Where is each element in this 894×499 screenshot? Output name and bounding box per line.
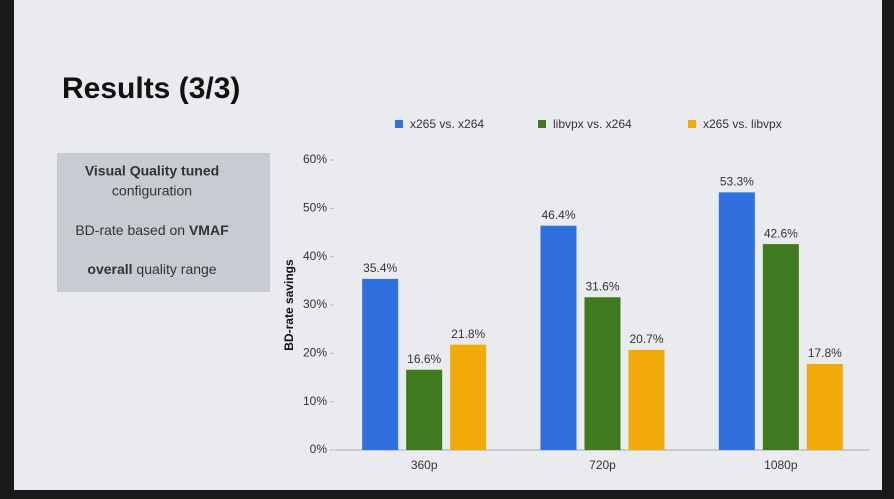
sidebar-text: Visual Quality tuned <box>85 163 219 179</box>
bar <box>406 369 443 450</box>
value-label: 35.4% <box>363 261 397 275</box>
value-label: 31.6% <box>585 279 619 293</box>
y-axis-label: BD-rate savings <box>282 259 296 351</box>
value-label: 17.8% <box>808 346 842 360</box>
value-label: 53.3% <box>720 175 754 189</box>
legend-swatch <box>538 120 546 128</box>
value-label: 20.7% <box>629 332 663 346</box>
slide-title: Results (3/3) <box>62 72 240 105</box>
bar <box>584 297 621 450</box>
y-tick-label: 30% <box>303 297 327 311</box>
legend-swatch <box>395 120 403 128</box>
bar <box>718 192 755 450</box>
bar <box>540 225 577 450</box>
sidebar-text: configuration <box>112 183 192 199</box>
y-tick-label: 10% <box>303 394 327 408</box>
sidebar-text-part: overall <box>87 261 136 277</box>
value-label: 16.6% <box>407 352 441 366</box>
y-tick-label: 50% <box>303 201 327 215</box>
bar <box>362 278 399 450</box>
bar <box>762 244 799 450</box>
legend-label: x265 vs. libvpx <box>703 117 782 131</box>
sidebar-text-part: VMAF <box>189 222 229 238</box>
y-tick-label: 20% <box>303 346 327 360</box>
x-tick-label: 720p <box>589 458 616 472</box>
sidebar-text-part: quality range <box>136 261 216 277</box>
sidebar-box <box>57 153 270 292</box>
value-label: 42.6% <box>764 226 798 240</box>
legend-label: x265 vs. x264 <box>410 117 484 131</box>
y-tick-label: 0% <box>310 442 328 456</box>
bar <box>628 349 665 450</box>
x-tick-label: 1080p <box>764 458 798 472</box>
sidebar-text: BD-rate based on VMAF <box>75 222 229 238</box>
bar <box>450 344 487 450</box>
sidebar-text-part: BD-rate based on <box>75 222 189 238</box>
sidebar-text: overall quality range <box>87 261 216 277</box>
legend-swatch <box>688 120 696 128</box>
value-label: 46.4% <box>541 208 575 222</box>
legend-label: libvpx vs. x264 <box>553 117 632 131</box>
bar <box>806 363 843 450</box>
y-tick-label: 40% <box>303 249 327 263</box>
y-tick-label: 60% <box>303 152 327 166</box>
x-tick-label: 360p <box>411 458 438 472</box>
value-label: 21.8% <box>451 327 485 341</box>
